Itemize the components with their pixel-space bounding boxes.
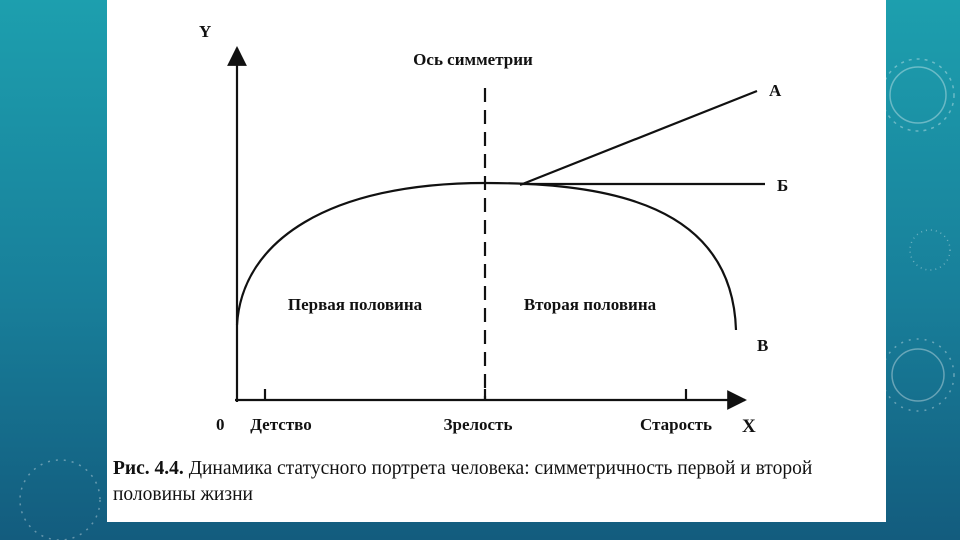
caption-text: Динамика статусного портрета человека: с… [113, 458, 813, 505]
curve-label: А [769, 81, 782, 100]
origin-label: 0 [216, 415, 225, 434]
curve-label: Б [777, 176, 788, 195]
y-label: Y [199, 22, 211, 41]
caption-number: Рис. 4.4. [113, 458, 184, 479]
curve [235, 181, 738, 331]
line-a [519, 89, 758, 187]
region-label: Первая половина [288, 295, 423, 314]
curve-label: В [757, 336, 768, 355]
stage-label: Детство [250, 415, 311, 434]
symmetry-label: Ось симметрии [413, 50, 533, 69]
stage-label: Старость [640, 415, 712, 434]
caption: Рис. 4.4. Динамика статусного портрета ч… [113, 456, 883, 508]
region-label: Вторая половина [524, 295, 657, 314]
x-label: X [742, 416, 756, 437]
stage-label: Зрелость [444, 415, 513, 434]
